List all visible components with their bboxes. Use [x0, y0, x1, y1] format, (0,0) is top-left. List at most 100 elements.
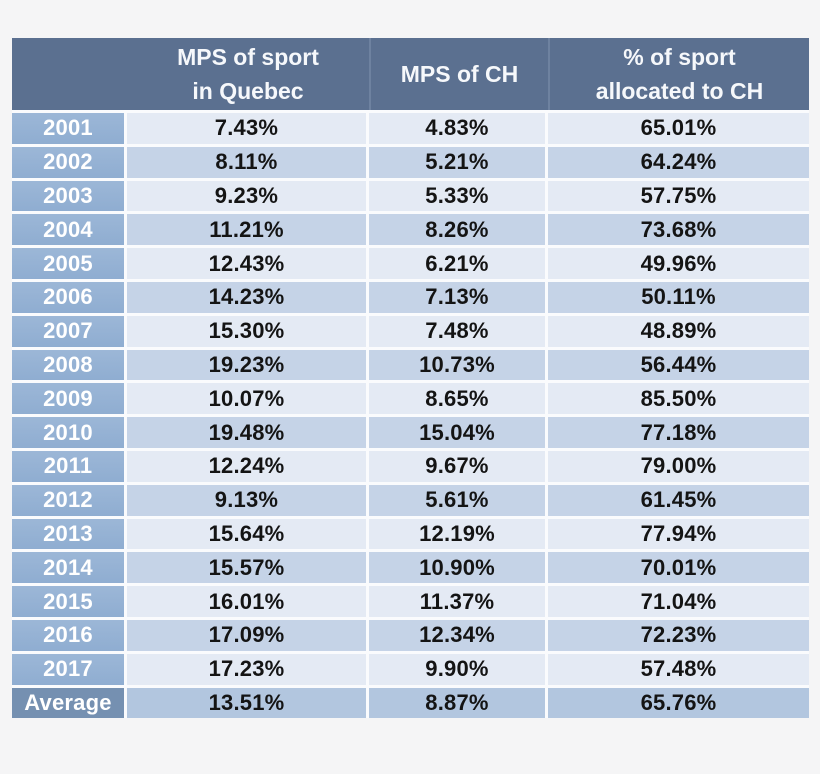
- table-row: 2017 17.23% 9.90% 57.48%: [12, 653, 809, 685]
- value-cell: 85.50%: [548, 383, 809, 415]
- table-row: 2014 15.57% 10.90% 70.01%: [12, 552, 809, 584]
- year-cell: 2005: [12, 248, 124, 279]
- value-cell: 5.61%: [369, 484, 545, 516]
- value-cell: 6.21%: [369, 248, 545, 279]
- year-cell: 2007: [12, 315, 124, 347]
- table-row: 2011 12.24% 9.67% 79.00%: [12, 450, 809, 482]
- value-cell: 15.57%: [127, 552, 366, 584]
- table-body: 2001 7.43% 4.83% 65.01% 2002 8.11% 5.21%…: [12, 110, 809, 719]
- value-cell: 49.96%: [548, 248, 809, 279]
- header-label-line: in Quebec: [192, 78, 304, 104]
- value-cell: 72.23%: [548, 619, 809, 651]
- value-cell: 19.48%: [127, 417, 366, 448]
- value-cell: 5.33%: [369, 180, 545, 212]
- value-cell: 4.83%: [369, 113, 545, 144]
- value-cell: 15.30%: [127, 315, 366, 347]
- value-cell: 12.19%: [369, 518, 545, 550]
- year-cell: 2010: [12, 417, 124, 448]
- year-cell: 2014: [12, 552, 124, 584]
- value-cell: 65.01%: [548, 113, 809, 144]
- value-cell: 5.21%: [369, 146, 545, 178]
- header-cell-mps-sport-quebec: MPS of sport in Quebec: [127, 38, 369, 110]
- year-cell: 2001: [12, 113, 124, 144]
- value-cell: 9.13%: [127, 484, 366, 516]
- year-cell: 2008: [12, 349, 124, 381]
- header-label: MPS of CH: [400, 61, 519, 87]
- table-row: 2003 9.23% 5.33% 57.75%: [12, 180, 809, 212]
- value-cell: 12.43%: [127, 248, 366, 279]
- value-cell: 9.90%: [369, 653, 545, 685]
- header-label-line: % of sport: [623, 44, 736, 70]
- value-cell: 8.87%: [369, 687, 545, 719]
- value-cell: 77.18%: [548, 417, 809, 448]
- year-cell: 2011: [12, 450, 124, 482]
- table-row: 2009 10.07% 8.65% 85.50%: [12, 383, 809, 415]
- value-cell: 12.24%: [127, 450, 366, 482]
- year-cell: 2004: [12, 214, 124, 246]
- year-cell: 2012: [12, 484, 124, 516]
- value-cell: 50.11%: [548, 281, 809, 313]
- value-cell: 7.48%: [369, 315, 545, 347]
- table-row: 2007 15.30% 7.48% 48.89%: [12, 315, 809, 347]
- value-cell: 19.23%: [127, 349, 366, 381]
- year-cell: 2016: [12, 619, 124, 651]
- year-cell: 2002: [12, 146, 124, 178]
- header-label-line: MPS of sport: [177, 44, 319, 70]
- header-label-line: allocated to CH: [595, 78, 764, 104]
- value-cell: 17.23%: [127, 653, 366, 685]
- year-cell: 2017: [12, 653, 124, 685]
- value-cell: 15.04%: [369, 417, 545, 448]
- table-row: 2006 14.23% 7.13% 50.11%: [12, 281, 809, 313]
- value-cell: 65.76%: [548, 687, 809, 719]
- value-cell: 7.43%: [127, 113, 366, 144]
- year-cell: 2013: [12, 518, 124, 550]
- year-cell: Average: [12, 687, 124, 719]
- value-cell: 9.23%: [127, 180, 366, 212]
- table-row: 2002 8.11% 5.21% 64.24%: [12, 146, 809, 178]
- table-row: 2016 17.09% 12.34% 72.23%: [12, 619, 809, 651]
- table-header-row: MPS of sport in Quebec MPS of CH % of sp…: [12, 38, 809, 110]
- value-cell: 9.67%: [369, 450, 545, 482]
- value-cell: 14.23%: [127, 281, 366, 313]
- value-cell: 16.01%: [127, 586, 366, 617]
- table-row: 2012 9.13% 5.61% 61.45%: [12, 484, 809, 516]
- value-cell: 61.45%: [548, 484, 809, 516]
- table-row: 2015 16.01% 11.37% 71.04%: [12, 586, 809, 617]
- table-row: 2004 11.21% 8.26% 73.68%: [12, 214, 809, 246]
- value-cell: 57.75%: [548, 180, 809, 212]
- table-row: 2005 12.43% 6.21% 49.96%: [12, 248, 809, 279]
- value-cell: 11.21%: [127, 214, 366, 246]
- year-cell: 2003: [12, 180, 124, 212]
- value-cell: 10.90%: [369, 552, 545, 584]
- table-row: Average 13.51% 8.87% 65.76%: [12, 687, 809, 719]
- year-cell: 2015: [12, 586, 124, 617]
- value-cell: 79.00%: [548, 450, 809, 482]
- year-cell: 2006: [12, 281, 124, 313]
- header-cell-year: [12, 38, 127, 110]
- header-cell-mps-ch: MPS of CH: [369, 38, 548, 110]
- value-cell: 8.26%: [369, 214, 545, 246]
- data-table: MPS of sport in Quebec MPS of CH % of sp…: [12, 38, 809, 719]
- value-cell: 10.73%: [369, 349, 545, 381]
- value-cell: 73.68%: [548, 214, 809, 246]
- table-row: 2013 15.64% 12.19% 77.94%: [12, 518, 809, 550]
- header-cell-pct-sport-allocated-ch: % of sport allocated to CH: [548, 38, 809, 110]
- value-cell: 56.44%: [548, 349, 809, 381]
- value-cell: 48.89%: [548, 315, 809, 347]
- value-cell: 77.94%: [548, 518, 809, 550]
- value-cell: 17.09%: [127, 619, 366, 651]
- value-cell: 7.13%: [369, 281, 545, 313]
- table-row: 2001 7.43% 4.83% 65.01%: [12, 113, 809, 144]
- table-row: 2010 19.48% 15.04% 77.18%: [12, 417, 809, 448]
- value-cell: 71.04%: [548, 586, 809, 617]
- value-cell: 12.34%: [369, 619, 545, 651]
- table-row: 2008 19.23% 10.73% 56.44%: [12, 349, 809, 381]
- value-cell: 8.11%: [127, 146, 366, 178]
- value-cell: 15.64%: [127, 518, 366, 550]
- value-cell: 11.37%: [369, 586, 545, 617]
- value-cell: 13.51%: [127, 687, 366, 719]
- value-cell: 10.07%: [127, 383, 366, 415]
- year-cell: 2009: [12, 383, 124, 415]
- value-cell: 8.65%: [369, 383, 545, 415]
